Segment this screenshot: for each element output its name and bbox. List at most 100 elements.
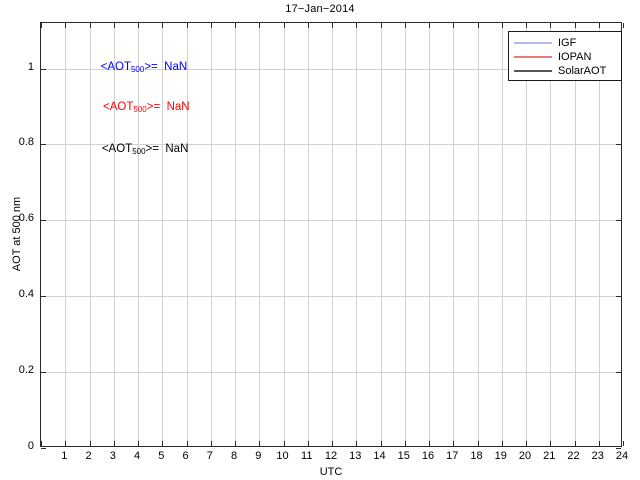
annotation-value: NaN: [160, 101, 190, 114]
x-tick-label: 23: [591, 450, 604, 462]
x-tick-mark: [65, 441, 66, 446]
gridline-horizontal: [41, 372, 621, 373]
x-tick-mark: [90, 23, 91, 28]
x-tick-mark: [405, 441, 406, 446]
x-tick-mark: [187, 23, 188, 28]
x-tick-mark: [623, 441, 624, 446]
gridline-vertical: [90, 23, 91, 446]
x-tick-mark: [259, 23, 260, 28]
legend-item-igf[interactable]: IGF: [509, 36, 621, 50]
x-tick-mark: [599, 441, 600, 446]
y-tick-label: 0.4: [18, 288, 34, 301]
x-tick-mark: [114, 441, 115, 446]
x-tick-mark: [332, 441, 333, 446]
legend-item-iopan[interactable]: IOPAN: [509, 50, 621, 64]
gridline-vertical: [259, 23, 260, 446]
y-tick-mark: [616, 372, 621, 373]
gridline-vertical: [162, 23, 163, 446]
gridline-vertical: [114, 23, 115, 446]
gridline-vertical: [65, 23, 66, 446]
y-tick-mark: [616, 448, 621, 449]
annotation-suffix: >=: [144, 60, 158, 73]
gridline-vertical: [332, 23, 333, 446]
legend-box[interactable]: IGF IOPAN SolarAOT: [508, 31, 622, 81]
y-tick-mark: [41, 372, 46, 373]
x-tick-label: 1: [61, 450, 68, 462]
x-tick-label: 9: [255, 450, 262, 462]
x-tick-mark: [575, 441, 576, 446]
x-tick-mark: [211, 23, 212, 28]
x-tick-label: 6: [182, 450, 189, 462]
gridline-horizontal: [41, 220, 621, 221]
x-tick-mark: [90, 441, 91, 446]
x-tick-mark: [550, 441, 551, 446]
annotation-value: NaN: [157, 60, 188, 73]
mean-aot-annotation: <AOT500>= NaN: [103, 101, 190, 114]
x-tick-mark: [259, 441, 260, 446]
x-tick-mark: [65, 23, 66, 28]
x-tick-mark: [332, 23, 333, 28]
y-tick-mark: [41, 448, 46, 449]
x-tick-label: 18: [470, 450, 483, 462]
gridline-vertical: [550, 23, 551, 446]
y-tick-mark: [616, 296, 621, 297]
gridline-vertical: [478, 23, 479, 446]
x-tick-mark: [381, 441, 382, 446]
x-tick-label: 17: [446, 450, 459, 462]
annotation-subscript: 500: [132, 146, 146, 156]
x-tick-mark: [502, 441, 503, 446]
x-tick-label: 21: [543, 450, 556, 462]
x-tick-mark: [599, 23, 600, 28]
x-axis-label: UTC: [319, 466, 343, 478]
legend-label: IOPAN: [558, 50, 592, 63]
x-tick-mark: [453, 23, 454, 28]
y-tick-mark: [616, 144, 621, 145]
x-tick-mark: [284, 441, 285, 446]
x-tick-mark: [235, 23, 236, 28]
x-tick-mark: [138, 23, 139, 28]
x-tick-label: 8: [230, 450, 238, 462]
y-axis-label: AOT at 500 nm: [11, 196, 23, 272]
x-tick-mark: [114, 23, 115, 28]
annotation-prefix: <AOT: [103, 101, 134, 114]
gridline-vertical: [138, 23, 139, 446]
x-tick-mark: [526, 441, 527, 446]
x-tick-label: 24: [615, 450, 629, 462]
gridline-vertical: [453, 23, 454, 446]
legend-item-solaraot[interactable]: SolarAOT: [509, 64, 621, 78]
y-tick-label: 0: [27, 440, 34, 452]
legend-label: IGF: [558, 36, 577, 49]
gridline-vertical: [599, 23, 600, 446]
annotation-value: NaN: [158, 142, 189, 155]
x-tick-mark: [308, 441, 309, 446]
x-tick-mark: [356, 441, 357, 446]
gridline-vertical: [308, 23, 309, 446]
x-tick-label: 14: [373, 450, 386, 462]
gridline-vertical: [211, 23, 212, 446]
annotation-suffix: >=: [145, 142, 159, 155]
y-tick-mark: [41, 69, 46, 70]
y-tick-label: 1: [27, 60, 34, 73]
chart-title: 17−Jan−2014: [285, 3, 355, 15]
x-tick-mark: [162, 23, 163, 28]
annotation-prefix: <AOT: [100, 60, 131, 73]
gridline-vertical: [502, 23, 503, 446]
y-tick-mark: [41, 220, 46, 221]
x-tick-mark: [526, 23, 527, 28]
legend-line-swatch: [514, 56, 552, 58]
x-tick-mark: [211, 441, 212, 446]
x-tick-label: 13: [349, 450, 362, 462]
x-tick-mark: [575, 23, 576, 28]
x-tick-mark: [478, 23, 479, 28]
plot-area[interactable]: [40, 22, 624, 449]
gridline-vertical: [356, 23, 357, 446]
legend-line-swatch: [514, 42, 552, 44]
x-tick-mark: [308, 23, 309, 28]
gridlines: [41, 23, 621, 446]
legend-line-swatch: [514, 70, 552, 72]
x-tick-label: 22: [567, 450, 580, 462]
x-tick-mark: [235, 441, 236, 446]
x-tick-label: 4: [133, 450, 141, 462]
x-tick-mark: [41, 441, 42, 446]
